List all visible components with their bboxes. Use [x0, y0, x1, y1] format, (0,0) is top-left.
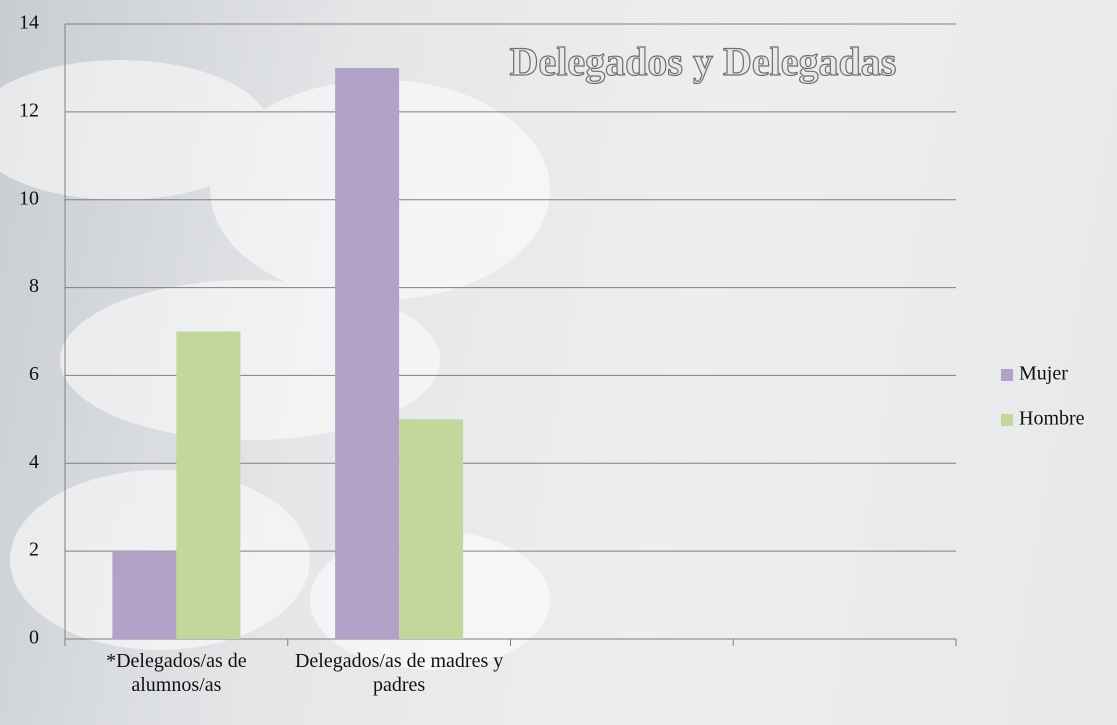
- bar: [335, 68, 399, 639]
- x-tick-label: Delegados/as de madres y padres: [294, 649, 504, 697]
- decoration: [0, 60, 550, 670]
- y-tick-label: 0: [29, 627, 39, 649]
- bar: [176, 332, 240, 640]
- y-tick-label: 6: [29, 363, 39, 385]
- bar: [112, 551, 176, 639]
- chart-page: Delegados y Delegadas 0 2 4 6 8 10 12 14 Mujer Ho…: [0, 0, 1117, 725]
- y-tick-label: 4: [29, 451, 39, 473]
- x-tick-label: *Delegados/as de alumnos/as: [71, 649, 281, 697]
- y-tick-label: 14: [19, 12, 39, 34]
- y-tick-label: 8: [29, 275, 39, 297]
- y-tick-label: 10: [19, 187, 39, 209]
- chart: Delegados y Delegadas 0 2 4 6 8 10 12 14 Mujer Ho…: [0, 0, 1117, 725]
- legend-label: Mujer: [1019, 363, 1068, 385]
- chart-title: Delegados y Delegadas: [510, 39, 897, 84]
- y-tick-label: 12: [19, 99, 39, 121]
- y-tick-label: 2: [29, 539, 39, 561]
- legend-label: Hombre: [1019, 408, 1085, 430]
- bar: [399, 419, 463, 639]
- legend-swatch: [1001, 369, 1013, 381]
- legend-swatch: [1001, 414, 1013, 426]
